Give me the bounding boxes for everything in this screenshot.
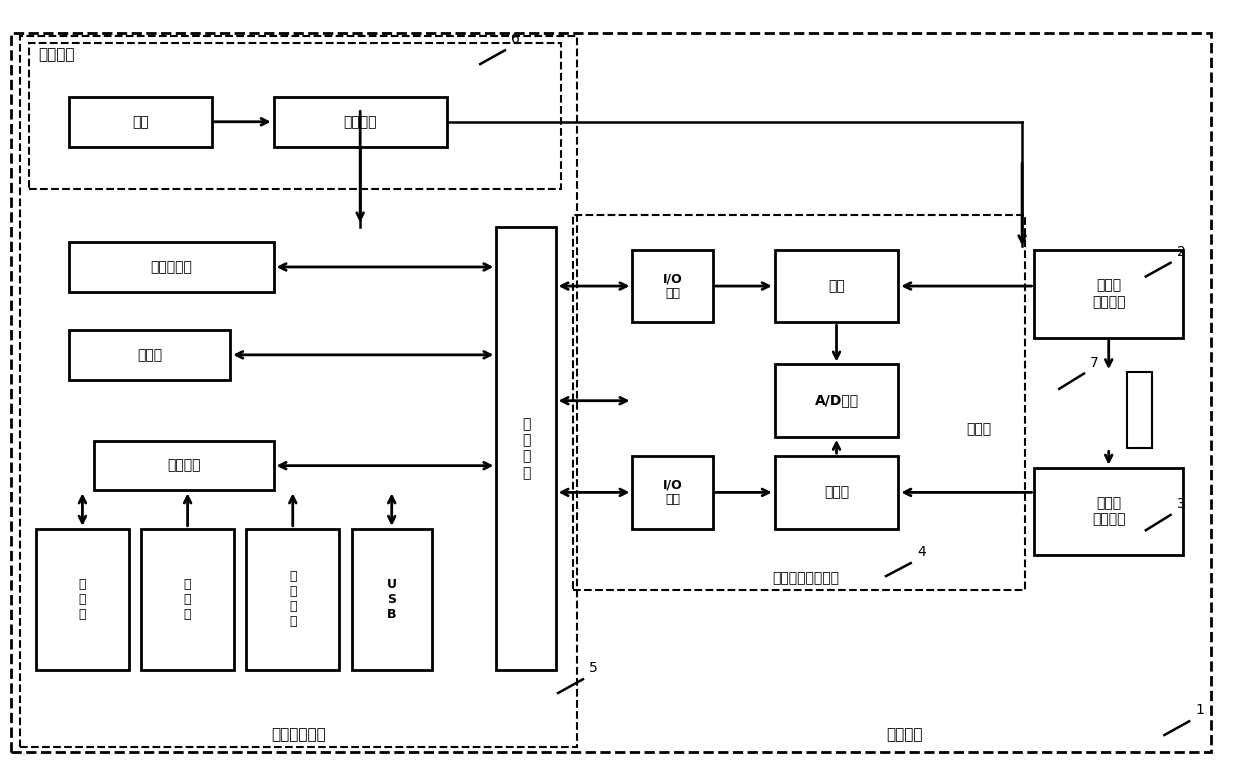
- Text: 光
电
旋
钮: 光 电 旋 钮: [289, 571, 296, 628]
- Text: A/D转换: A/D转换: [815, 393, 858, 408]
- Bar: [775, 456, 898, 528]
- Bar: [775, 250, 898, 322]
- Bar: [247, 528, 340, 670]
- Text: 人机接口: 人机接口: [167, 459, 201, 472]
- Text: 电源: 电源: [133, 115, 149, 129]
- Bar: [94, 441, 274, 490]
- Text: 2: 2: [1177, 245, 1185, 259]
- Bar: [274, 97, 446, 146]
- Bar: [36, 528, 129, 670]
- Text: 预处理: 预处理: [823, 486, 849, 499]
- Text: 目标体: 目标体: [966, 423, 991, 436]
- Text: 中央处理单元: 中央处理单元: [272, 728, 326, 742]
- Bar: [69, 330, 231, 380]
- Bar: [1127, 372, 1152, 449]
- Text: 电源模块: 电源模块: [38, 48, 74, 62]
- Bar: [775, 364, 898, 437]
- Text: I/O
接口: I/O 接口: [662, 272, 682, 300]
- Text: 显
示
屏: 显 示 屏: [78, 578, 86, 621]
- Text: 3: 3: [1177, 497, 1185, 511]
- Text: 电源接口: 电源接口: [343, 115, 377, 129]
- Bar: [496, 227, 556, 670]
- Text: 7: 7: [1090, 356, 1099, 370]
- Text: 1: 1: [1195, 703, 1204, 717]
- Text: 5: 5: [589, 661, 598, 676]
- Bar: [141, 528, 234, 670]
- Text: 现场主机: 现场主机: [887, 728, 923, 742]
- Bar: [632, 250, 713, 322]
- Bar: [632, 456, 713, 528]
- Text: 存储器: 存储器: [138, 348, 162, 362]
- Text: 同步: 同步: [828, 279, 844, 293]
- Text: U
S
B: U S B: [387, 578, 397, 621]
- Bar: [1034, 468, 1183, 555]
- Text: 系
统
总
线: 系 统 总 线: [522, 417, 531, 480]
- Text: 6: 6: [511, 32, 520, 47]
- Bar: [69, 242, 274, 291]
- Text: 弹性波
接收装置: 弹性波 接收装置: [1092, 496, 1126, 527]
- Bar: [29, 44, 560, 189]
- Text: 数据采集处理单元: 数据采集处理单元: [773, 571, 839, 585]
- Bar: [20, 36, 577, 746]
- Bar: [573, 216, 1024, 590]
- Text: 触
摸
屏: 触 摸 屏: [184, 578, 191, 621]
- Text: 弹性波
激发装置: 弹性波 激发装置: [1092, 278, 1126, 309]
- Text: 中央处理器: 中央处理器: [150, 260, 192, 274]
- Text: 4: 4: [916, 545, 926, 559]
- Bar: [351, 528, 432, 670]
- Bar: [1034, 250, 1183, 337]
- Bar: [69, 97, 212, 146]
- Text: I/O
接口: I/O 接口: [662, 479, 682, 506]
